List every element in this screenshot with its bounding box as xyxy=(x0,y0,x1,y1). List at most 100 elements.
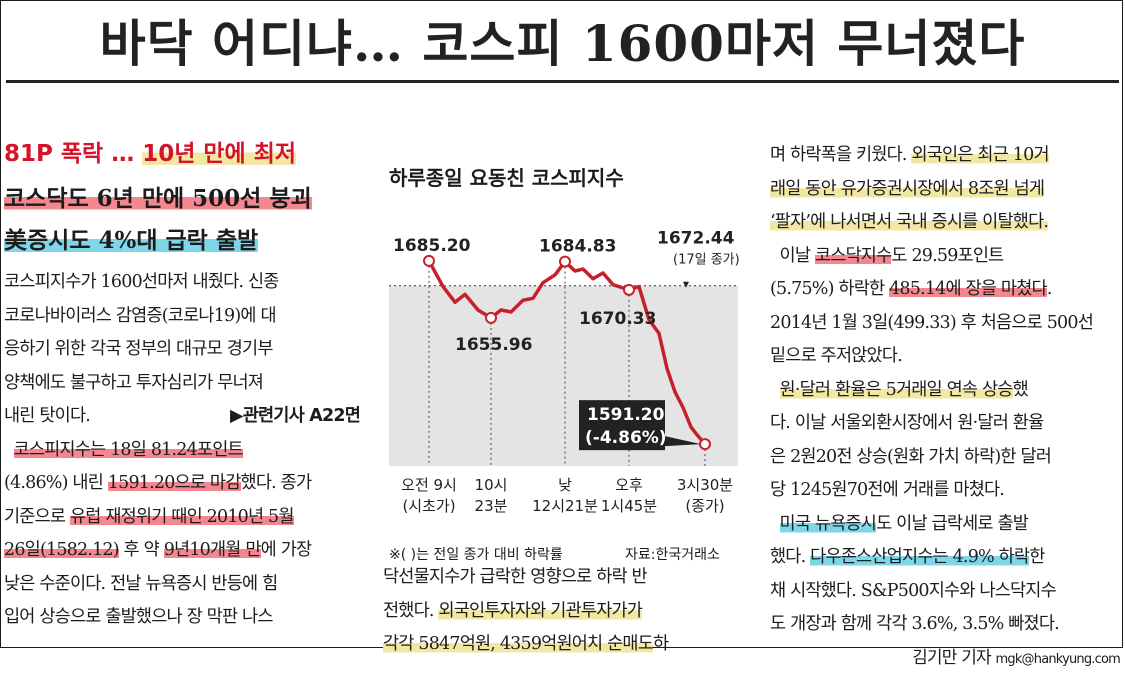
body-text: 후 약 xyxy=(119,540,164,560)
highlight-dow: 다우존스산업지수는 4.9% 하락 xyxy=(810,547,1029,567)
headline: 바닥 어디냐… 코스피 1600마저 무너졌다 xyxy=(0,4,1125,76)
x-tick-label: 낮 xyxy=(558,476,572,494)
highlight-kosdaq: 코스닥지수 xyxy=(815,246,892,266)
body-text: 도 이날 급락세로 출발 xyxy=(876,514,1028,534)
body-line: 기준으로 유럽 재정위기 때인 2010년 5월 xyxy=(4,501,360,535)
label-high: 1684.83 xyxy=(539,237,616,257)
body-line: 내린 탓이다. ▶관련기사 A22면 xyxy=(4,400,360,434)
middle-body: 닥선물지수가 급락한 영향으로 하락 반 전했다. 외국인투자자와 기관투자가가… xyxy=(383,561,743,662)
subheadline-us: 美증시도 4%대 급락 출발 xyxy=(4,227,258,254)
body-line: ‘팔자’에 나서면서 국내 증시를 이탈했다. xyxy=(770,206,1120,240)
body-line: 래일 동안 유가증권시장에서 8조원 넘게 xyxy=(770,173,1120,207)
body-line: 26일(1582.12) 후 약 9년10개월 만에 가장 xyxy=(4,534,360,568)
body-text: 내린 탓이다. xyxy=(4,406,90,426)
body-line: 당 1245원70전에 거래를 마쳤다. xyxy=(770,474,1120,508)
data-point xyxy=(700,439,710,449)
body-line: 낮은 수준이다. 전날 뉴욕증시 반등에 힘 xyxy=(4,568,360,602)
chart-title: 하루종일 요동친 코스피지수 xyxy=(389,162,624,191)
body-line: 입어 상승으로 출발했으나 장 막판 나스 xyxy=(4,601,360,635)
body-line: 했다. 다우존스산업지수는 4.9% 하락한 xyxy=(770,541,1120,575)
body-text: 이날 xyxy=(770,246,815,266)
body-line: 코스피지수가 1600선마저 내줬다. 신종 xyxy=(4,266,360,300)
x-tick-label: 오전 9시 xyxy=(401,476,457,494)
body-line: 도 개장과 함께 각각 3.6%, 3.5% 빠졌다. xyxy=(770,608,1120,642)
body-line: 응하기 위한 각국 정부의 대규모 경기부 xyxy=(4,333,360,367)
x-tick-label: (종가) xyxy=(685,497,724,515)
x-tick-label: 10시 xyxy=(475,476,508,494)
body-line: 은 2원20전 상승(원화 가치 하락)한 달러 xyxy=(770,441,1120,475)
highlight-close: 1591.20으로 마감 xyxy=(108,473,241,493)
body-text: 도 29.59포인트 xyxy=(891,246,1003,266)
label-close: 1591.20 xyxy=(587,405,665,425)
highlight-8trillion: 래일 동안 유가증권시장에서 8조원 넘게 xyxy=(770,179,1044,199)
x-tick-label: (시초가) xyxy=(402,497,455,515)
highlight-net-selling: 각각 5847억원, 4359억원어치 순매도 xyxy=(383,634,653,654)
body-line: 전했다. 외국인투자자와 기관투자가가 xyxy=(383,595,743,629)
kicker-part-b: 10년 만에 최저 xyxy=(142,141,296,167)
body-line: (4.86%) 내린 1591.20으로 마감했다. 종가 xyxy=(4,467,360,501)
body-line: 닥선물지수가 급락한 영향으로 하락 반 xyxy=(383,561,743,595)
label-prev-close: 1672.44 xyxy=(657,229,735,249)
x-tick-label: 12시21분 xyxy=(532,497,598,515)
body-text: 했다. xyxy=(770,547,810,567)
byline-email[interactable]: mgk@hankyung.com xyxy=(996,652,1120,667)
label-open: 1685.20 xyxy=(393,236,471,256)
body-line: 코스피지수는 18일 81.24포인트 xyxy=(4,434,360,468)
body-line: 각각 5847억원, 4359억원어치 순매도하 xyxy=(383,628,743,662)
body-line: 며 하락폭을 키웠다. 외국인은 최근 10거 xyxy=(770,139,1120,173)
kospi-chart: 하루종일 요동친 코스피지수 1685.20 1655.96 1684.83 1672… xyxy=(383,146,743,516)
left-body: 코스피지수가 1600선마저 내줬다. 신종 코로나바이러스 감염증(코로나19… xyxy=(4,266,360,635)
body-line: 미국 뉴욕증시도 이날 급락세로 출발 xyxy=(770,508,1120,542)
body-text xyxy=(770,380,780,400)
highlight-period: 9년10개월 만 xyxy=(164,540,261,560)
body-text: 했다. 종가 xyxy=(241,473,312,493)
body-line: 코로나바이러스 감염증(코로나19)에 대 xyxy=(4,300,360,334)
body-text: (5.75%) 하락한 xyxy=(770,279,889,299)
body-text: (4.86%) 내린 xyxy=(4,473,108,493)
data-point xyxy=(486,313,496,323)
body-line: 양책에도 불구하고 투자심리가 무너져 xyxy=(4,367,360,401)
highlight-date: 26일(1582.12) xyxy=(4,540,119,560)
highlight-foreigners: 외국인은 최근 10거 xyxy=(911,145,1048,165)
label-mid: 1670.33 xyxy=(579,309,656,329)
right-column: 며 하락폭을 키웠다. 외국인은 최근 10거 래일 동안 유가증권시장에서 8… xyxy=(770,96,1120,676)
subheadlines: 코스닥도 6년 만에 500선 붕괴 美증시도 4%대 급락 출발 xyxy=(4,178,360,262)
data-point xyxy=(624,285,634,295)
highlight-ny-stocks: 미국 뉴욕증시 xyxy=(780,514,877,534)
body-text: 한 xyxy=(1029,547,1044,567)
x-tick-label: 오후 xyxy=(615,476,643,494)
label-prev-sub: (17일 종가) xyxy=(673,253,740,268)
related-article-link[interactable]: ▶관련기사 A22면 xyxy=(230,400,360,434)
x-tick-label: 1시45분 xyxy=(601,497,657,515)
body-line: (5.75%) 하락한 485.14에 장을 마쳤다. xyxy=(770,273,1120,307)
body-line: 원·달러 환율은 5거래일 연속 상승했 xyxy=(770,374,1120,408)
body-text: 며 하락폭을 키웠다. xyxy=(770,145,911,165)
body-line: 2014년 1월 3일(499.33) 후 처음으로 500선 xyxy=(770,307,1120,341)
body-line: 다. 이날 서울외환시장에서 원·달러 환율 xyxy=(770,407,1120,441)
body-text xyxy=(770,514,780,534)
body-text: . xyxy=(1047,279,1052,299)
body-text: 전했다. xyxy=(383,601,438,621)
byline: 김기만 기자 mgk@hankyung.com xyxy=(770,642,1120,676)
highlight-selling: ‘팔자’에 나서면서 국내 증시를 이탈했다. xyxy=(770,212,1048,232)
highlight-investors: 외국인투자자와 기관투자가가 xyxy=(438,601,642,621)
left-column: 81P 폭락 … 10년 만에 최저 코스닥도 6년 만에 500선 붕괴 美증… xyxy=(4,96,360,635)
chart-svg: 1685.20 1655.96 1684.83 1672.44 (17일 종가) 1670… xyxy=(383,146,743,516)
highlight-exchange-rate: 원·달러 환율은 5거래일 연속 상승 xyxy=(780,380,1013,400)
x-tick-label: 3시30분 xyxy=(677,476,733,494)
body-text: 했 xyxy=(1013,380,1028,400)
highlight-europe-crisis: 유럽 재정위기 때인 2010년 5월 xyxy=(70,507,294,527)
body-line: 채 시작했다. S&P500지수와 나스닥지수 xyxy=(770,575,1120,609)
subheadline-kosdaq: 코스닥도 6년 만에 500선 붕괴 xyxy=(4,185,312,212)
body-text: 하 xyxy=(653,634,668,654)
kicker: 81P 폭락 … 10년 만에 최저 xyxy=(4,134,360,168)
body-text: 에 가장 xyxy=(261,540,312,560)
data-point xyxy=(424,256,434,266)
byline-name: 김기만 기자 xyxy=(912,648,995,668)
label-close-pct: (-4.86%) xyxy=(585,428,667,448)
highlight-kospi-drop: 코스피지수는 18일 81.24포인트 xyxy=(14,440,243,460)
x-tick-label: 23분 xyxy=(475,497,508,515)
label-low: 1655.96 xyxy=(455,335,532,355)
body-line: 밑으로 주저앉았다. xyxy=(770,340,1120,374)
chart-plot-area xyxy=(389,286,738,466)
